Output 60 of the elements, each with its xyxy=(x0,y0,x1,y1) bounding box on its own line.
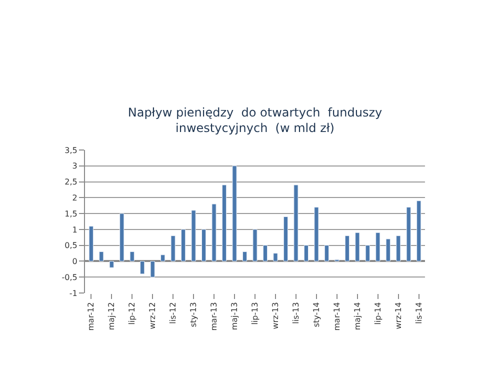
y-tick-label: -1 xyxy=(69,288,78,298)
x-tick-label: wrz-12 xyxy=(148,302,158,330)
y-tick-label: 2,5 xyxy=(64,178,78,187)
bar xyxy=(130,251,134,262)
bar xyxy=(191,210,196,262)
x-tick-label: mar-13 xyxy=(210,302,219,331)
bar xyxy=(314,206,319,262)
bar xyxy=(109,260,114,268)
bar xyxy=(160,254,166,262)
x-tick-label: lis-13 xyxy=(292,302,301,324)
bar xyxy=(212,204,216,262)
y-tick-label: 1,5 xyxy=(64,209,78,218)
bar xyxy=(262,245,268,262)
bar xyxy=(99,251,104,262)
x-tick-label: lis-14 xyxy=(414,302,424,324)
bar xyxy=(88,226,94,262)
bar xyxy=(304,245,308,262)
bar xyxy=(202,229,206,262)
x-tick-label: sty-13 xyxy=(189,302,198,328)
x-tick-label: lip-12 xyxy=(128,302,137,325)
x-tick-label: maj-14 xyxy=(353,302,362,330)
x-tick-label: mar-14 xyxy=(332,302,342,331)
bar xyxy=(242,251,248,262)
bar xyxy=(376,232,380,262)
bar xyxy=(232,166,237,262)
bar xyxy=(170,236,176,262)
bar xyxy=(416,200,422,262)
bar xyxy=(150,260,155,278)
bar xyxy=(365,245,370,262)
y-tick-label: 3 xyxy=(72,162,78,171)
bar xyxy=(406,206,411,262)
x-tick-label: mar-12 xyxy=(86,302,96,331)
x-tick-label: lip-14 xyxy=(373,302,382,325)
bar xyxy=(344,236,350,262)
x-tick-label: wrz-13 xyxy=(271,302,280,330)
y-tick-label: 0,5 xyxy=(64,241,78,250)
y-tick-label: 3,5 xyxy=(64,146,78,155)
bar xyxy=(252,229,258,262)
x-tick-label: wrz-14 xyxy=(394,302,403,330)
bar xyxy=(294,184,298,262)
bar xyxy=(273,253,278,262)
y-tick-label: 1 xyxy=(72,225,78,234)
bar xyxy=(222,184,227,262)
bar xyxy=(396,236,401,262)
x-tick-label: lip-13 xyxy=(250,302,260,325)
bar xyxy=(181,229,186,262)
bar xyxy=(120,213,124,262)
bar xyxy=(324,245,329,262)
x-tick-label: maj-13 xyxy=(230,302,240,330)
bar xyxy=(283,216,288,262)
chart-title: Napływ pieniędzy do otwartych funduszy inwestycyjnych (w mld zł) xyxy=(128,105,382,135)
bar xyxy=(355,232,360,262)
y-tick-label: -0,5 xyxy=(62,272,78,282)
x-tick-label: maj-12 xyxy=(107,302,116,330)
y-tick-label: 2 xyxy=(72,193,78,202)
bar xyxy=(140,260,145,274)
y-tick-label: 0 xyxy=(72,257,78,266)
x-tick-label: lis-12 xyxy=(168,302,178,324)
x-tick-label: sty-14 xyxy=(312,302,322,328)
bar xyxy=(386,238,390,262)
